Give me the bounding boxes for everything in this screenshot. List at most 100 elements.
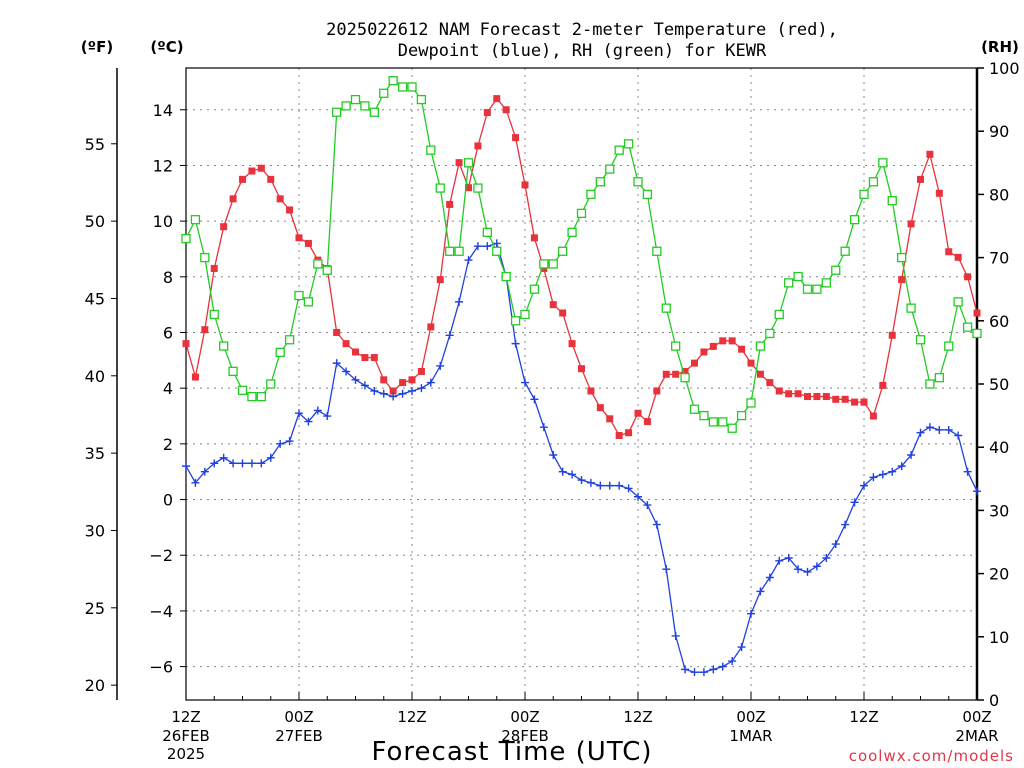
rh-point bbox=[294, 290, 304, 301]
dewpoint-point bbox=[182, 462, 190, 471]
dewpoint-point bbox=[973, 487, 981, 496]
fahrenheit-tick-label: 45 bbox=[85, 289, 105, 308]
temperature-point bbox=[851, 398, 859, 406]
dewpoint-point bbox=[398, 389, 407, 398]
temperature-point bbox=[210, 264, 218, 272]
rh-point bbox=[360, 101, 370, 111]
rh-point bbox=[426, 145, 436, 155]
rh-point bbox=[463, 158, 474, 168]
rh-point bbox=[859, 189, 869, 200]
temperature-point bbox=[728, 337, 736, 345]
rh-axis-ticks: 0 10 20 30 40 50 60 70 80 90 100 bbox=[977, 59, 1020, 710]
series-dewpoint bbox=[182, 239, 981, 677]
dewpoint-point bbox=[445, 331, 454, 340]
dewpoint-point bbox=[521, 378, 529, 387]
celsius-tick-label: 0 bbox=[163, 491, 173, 510]
rh-point bbox=[350, 94, 361, 105]
temperature-point bbox=[813, 393, 821, 401]
rh-point bbox=[718, 417, 728, 427]
rh-point bbox=[529, 284, 540, 294]
unit-label-fahrenheit: (ºF) bbox=[81, 38, 113, 56]
dewpoint-point bbox=[370, 386, 379, 395]
fahrenheit-axis-ticks: 20 25 30 35 40 45 50 55 bbox=[85, 135, 117, 695]
rh-point bbox=[812, 284, 822, 294]
dewpoint-point bbox=[605, 481, 614, 490]
rh-point bbox=[256, 391, 266, 402]
rh-point bbox=[962, 322, 973, 332]
dewpoint-point bbox=[219, 453, 228, 462]
dewpoint-point bbox=[549, 450, 558, 459]
temperature-point bbox=[493, 95, 501, 103]
temperature-point bbox=[964, 273, 972, 281]
rh-point bbox=[200, 252, 210, 263]
rh-point bbox=[510, 316, 521, 326]
time-tick-year: 2025 bbox=[167, 745, 205, 763]
dewpoint-point bbox=[878, 470, 887, 479]
temperature-point bbox=[935, 189, 943, 197]
temperature-point bbox=[869, 412, 877, 420]
rh-point bbox=[473, 183, 483, 193]
rh-tick-label: 90 bbox=[989, 122, 1009, 141]
celsius-tick-label: 14 bbox=[153, 101, 173, 120]
temperature-point bbox=[681, 367, 689, 375]
rh-point bbox=[303, 297, 314, 307]
dewpoint-point bbox=[473, 242, 482, 251]
time-tick-date: 1MAR bbox=[729, 727, 772, 745]
rh-point bbox=[821, 278, 831, 288]
fahrenheit-tick-label: 25 bbox=[85, 599, 105, 618]
dewpoint-point bbox=[191, 478, 200, 487]
temperature-point bbox=[596, 404, 604, 412]
dewpoint-point bbox=[483, 242, 492, 251]
temperature-point bbox=[898, 276, 906, 284]
dewpoint-point bbox=[210, 459, 219, 468]
rh-point bbox=[209, 309, 219, 320]
dewpoint-point bbox=[238, 459, 247, 468]
rh-point bbox=[501, 271, 511, 282]
dewpoint-point bbox=[351, 375, 360, 384]
rh-point bbox=[652, 246, 662, 256]
unit-label-rh: (RH) bbox=[981, 38, 1019, 56]
time-tick-label: 12Z bbox=[849, 708, 878, 726]
temperature-point bbox=[615, 432, 623, 440]
temperature-point bbox=[361, 354, 369, 362]
rh-point bbox=[332, 107, 342, 117]
rh-point bbox=[661, 303, 671, 313]
temperature-point bbox=[559, 309, 567, 317]
rh-point bbox=[699, 410, 709, 421]
rh-tick-label: 40 bbox=[989, 438, 1009, 457]
temperature-point bbox=[634, 409, 642, 417]
rh-point bbox=[689, 404, 700, 414]
rh-point bbox=[595, 177, 605, 187]
rh-point bbox=[868, 177, 879, 187]
time-tick-label: 00Z bbox=[510, 708, 539, 726]
dewpoint-point bbox=[888, 467, 897, 476]
chart-title-line2: Dewpoint (blue), RH (green) for KEWR bbox=[398, 41, 767, 61]
rh-tick-label: 30 bbox=[989, 501, 1009, 520]
dewpoint-point bbox=[360, 381, 369, 390]
rh-tick-label: 0 bbox=[989, 691, 999, 710]
temperature-point bbox=[446, 200, 454, 208]
temperature-point bbox=[352, 348, 359, 356]
rh-point bbox=[831, 265, 841, 275]
dewpoint-point bbox=[831, 540, 840, 549]
temperature-point bbox=[954, 253, 962, 261]
celsius-tick-label: 6 bbox=[163, 323, 173, 342]
rh-point bbox=[680, 373, 690, 383]
rh-point bbox=[840, 246, 850, 256]
temperature-point bbox=[182, 340, 190, 348]
rh-point bbox=[341, 101, 351, 111]
rh-point bbox=[416, 94, 427, 105]
dewpoint-point bbox=[229, 459, 238, 468]
rh-point bbox=[642, 189, 653, 200]
dewpoint-point bbox=[728, 657, 737, 666]
rh-point bbox=[614, 145, 624, 155]
dewpoint-point bbox=[200, 467, 209, 476]
series-line-dewpoint bbox=[185, 242, 978, 673]
dewpoint-point bbox=[954, 431, 963, 440]
rh-point bbox=[727, 423, 737, 433]
rh-point bbox=[774, 309, 784, 320]
temperature-point bbox=[917, 175, 924, 183]
temperature-point bbox=[888, 331, 896, 339]
dewpoint-point bbox=[577, 476, 586, 485]
rh-tick-label: 50 bbox=[989, 375, 1009, 394]
